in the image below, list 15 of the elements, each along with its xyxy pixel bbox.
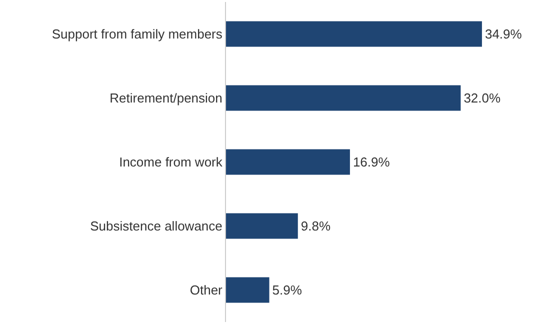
bar — [226, 21, 482, 47]
y-tick-label: Income from work — [119, 154, 223, 170]
data-label: 34.9% — [484, 26, 522, 42]
bar — [226, 149, 350, 175]
y-tick-label: Subsistence allowance — [90, 218, 222, 234]
data-label: 32.0% — [464, 90, 501, 106]
bar — [226, 213, 298, 239]
y-tick-label: Other — [190, 282, 224, 298]
data-label: 16.9% — [352, 154, 390, 170]
bar — [226, 85, 461, 111]
y-tick-label: Retirement/pension — [110, 90, 222, 106]
y-tick-label: Support from family members — [52, 26, 223, 42]
data-label: 9.8% — [300, 218, 331, 234]
bar — [226, 277, 270, 303]
data-label: 5.9% — [272, 282, 302, 298]
